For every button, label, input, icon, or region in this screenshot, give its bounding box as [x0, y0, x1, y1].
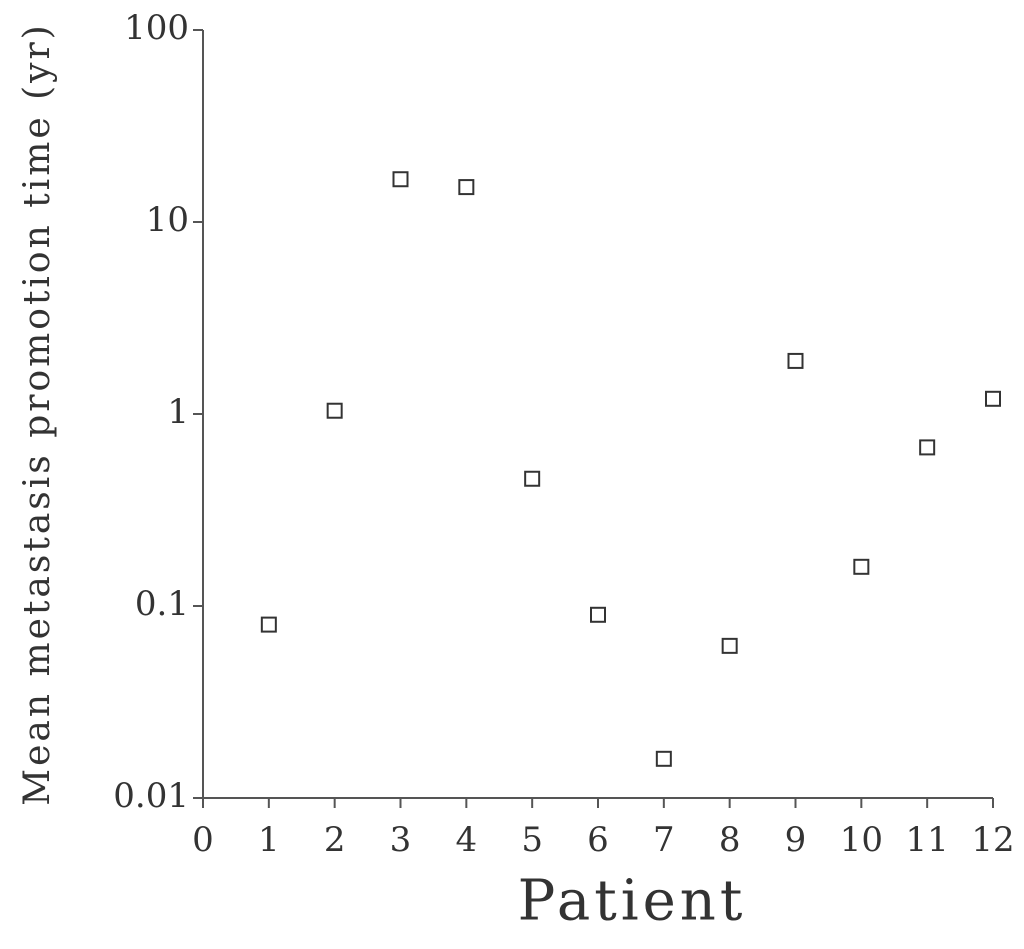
y-tick-label: 1 — [167, 392, 189, 432]
x-tick-label: 5 — [521, 820, 543, 860]
marker — [260, 616, 277, 633]
x-tick-label: 4 — [456, 820, 478, 860]
x-tick-label: 9 — [785, 820, 807, 860]
y-axis-label: Mean metastasis promotion time (yr) — [17, 22, 58, 805]
x-tick-label: 3 — [390, 820, 412, 860]
x-tick-label: 6 — [587, 820, 609, 860]
marker — [326, 402, 343, 419]
y-tick-label: 100 — [124, 8, 189, 48]
marker — [919, 439, 936, 456]
x-tick-label: 1 — [258, 820, 280, 860]
x-tick-label: 7 — [653, 820, 675, 860]
marker — [721, 637, 738, 654]
marker — [787, 352, 804, 369]
x-tick-label: 12 — [971, 820, 1014, 860]
y-tick-label: 0.01 — [113, 776, 189, 816]
x-tick-label: 2 — [324, 820, 346, 860]
x-axis-label: Patient — [518, 869, 747, 934]
marker — [590, 606, 606, 623]
x-tick-label: 8 — [719, 820, 741, 860]
x-tick-label: 10 — [840, 820, 883, 860]
y-tick-label: 10 — [146, 200, 189, 240]
x-tick-label: 0 — [192, 820, 214, 860]
marker — [458, 179, 475, 196]
marker — [392, 171, 409, 188]
x-tick-label: 11 — [906, 820, 949, 860]
marker — [985, 390, 1001, 407]
marker — [655, 750, 672, 767]
y-tick-label: 0.1 — [135, 584, 189, 624]
marker — [524, 470, 541, 487]
marker — [853, 558, 870, 575]
